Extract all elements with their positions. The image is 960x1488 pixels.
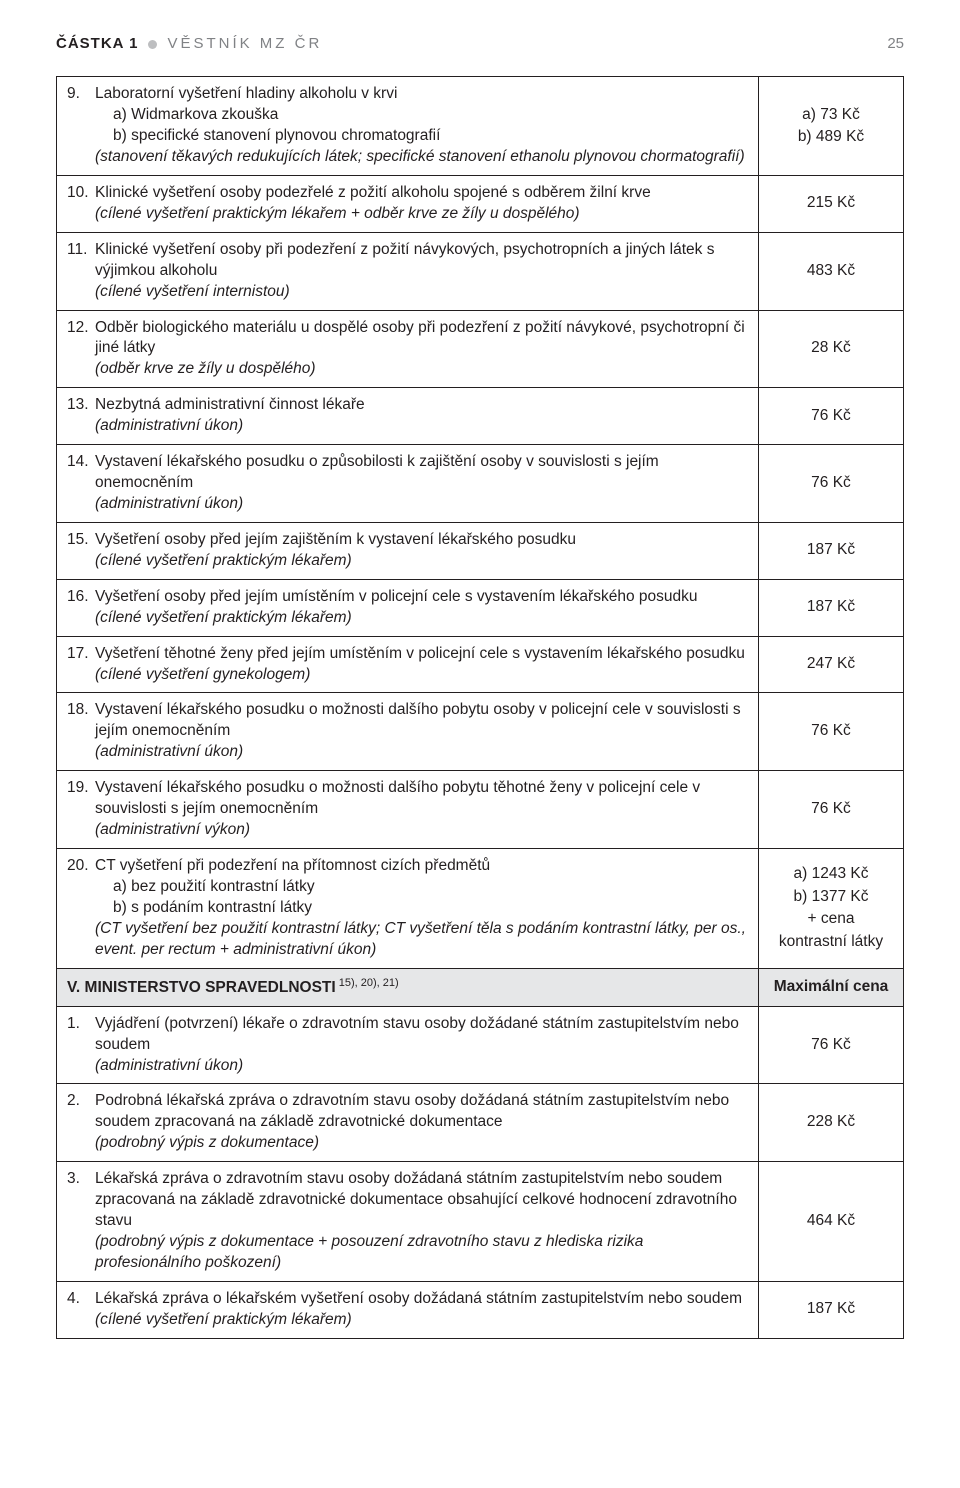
row-title: CT vyšetření při podezření na přítomnost… bbox=[95, 856, 748, 877]
row-note: (cílené vyšetření praktickým lékařem + o… bbox=[95, 204, 748, 225]
page-number: 25 bbox=[887, 34, 904, 54]
price: 247 Kč bbox=[759, 636, 904, 693]
row-sub-b: b) s podáním kontrastní látky bbox=[95, 898, 748, 919]
row-sub-b: b) specifické stanovení plynovou chromat… bbox=[95, 126, 748, 147]
row-sub-a: a) bez použití kontrastní látky bbox=[95, 877, 748, 898]
row-number: 18. bbox=[67, 700, 95, 763]
table-row: 12. Odběr biologického materiálu u dospě… bbox=[57, 310, 904, 388]
row-note: (administrativní úkon) bbox=[95, 742, 748, 763]
price: 187 Kč bbox=[759, 1281, 904, 1338]
section-header-row: V. MINISTERSTVO SPRAVEDLNOSTI 15), 20), … bbox=[57, 968, 904, 1006]
price-d: kontrastní látky bbox=[769, 931, 893, 953]
row-number: 1. bbox=[67, 1014, 95, 1077]
table-row: 11. Klinické vyšetření osoby při podezře… bbox=[57, 232, 904, 310]
row-title: Lékařská zpráva o zdravotním stavu osoby… bbox=[95, 1169, 748, 1232]
row-note: (cílené vyšetření gynekologem) bbox=[95, 665, 748, 686]
table-row: 20. CT vyšetření při podezření na přítom… bbox=[57, 848, 904, 968]
price-b: b) 1377 Kč bbox=[769, 886, 893, 908]
row-note: (CT vyšetření bez použití kontrastní lát… bbox=[95, 919, 748, 961]
row-number: 16. bbox=[67, 587, 95, 629]
row-title: Vyšetření osoby před jejím zajištěním k … bbox=[95, 530, 748, 551]
row-title: Vyjádření (potvrzení) lékaře o zdravotní… bbox=[95, 1014, 748, 1056]
row-title: Laboratorní vyšetření hladiny alkoholu v… bbox=[95, 84, 748, 105]
row-note: (cílené vyšetření praktickým lékařem) bbox=[95, 551, 748, 572]
row-note: (cílené vyšetření praktickým lékařem) bbox=[95, 608, 748, 629]
row-note: (administrativní výkon) bbox=[95, 820, 748, 841]
price-table: 9. Laboratorní vyšetření hladiny alkohol… bbox=[56, 76, 904, 1338]
table-row: 3. Lékařská zpráva o zdravotním stavu os… bbox=[57, 1162, 904, 1282]
row-number: 14. bbox=[67, 452, 95, 515]
row-title: Vyšetření těhotné ženy před jejím umístě… bbox=[95, 644, 748, 665]
row-title: Vystavení lékařského posudku o možnosti … bbox=[95, 700, 748, 742]
row-number: 4. bbox=[67, 1289, 95, 1331]
row-note: (administrativní úkon) bbox=[95, 494, 748, 515]
table-row: 4. Lékařská zpráva o lékařském vyšetření… bbox=[57, 1281, 904, 1338]
table-row: 2. Podrobná lékařská zpráva o zdravotním… bbox=[57, 1084, 904, 1162]
price: 76 Kč bbox=[759, 445, 904, 523]
table-row: 19. Vystavení lékařského posudku o možno… bbox=[57, 771, 904, 849]
price: 187 Kč bbox=[759, 579, 904, 636]
header-section: ČÁSTKA 1 bbox=[56, 34, 138, 54]
row-number: 10. bbox=[67, 183, 95, 225]
price: 464 Kč bbox=[759, 1162, 904, 1282]
row-number: 9. bbox=[67, 84, 95, 168]
table-row: 10. Klinické vyšetření osoby podezřelé z… bbox=[57, 175, 904, 232]
table-row: 15. Vyšetření osoby před jejím zajištění… bbox=[57, 522, 904, 579]
table-row: 13. Nezbytná administrativní činnost lék… bbox=[57, 388, 904, 445]
table-row: 14. Vystavení lékařského posudku o způso… bbox=[57, 445, 904, 523]
row-number: 3. bbox=[67, 1169, 95, 1274]
row-number: 12. bbox=[67, 318, 95, 381]
price: 228 Kč bbox=[759, 1084, 904, 1162]
row-note: (stanovení těkavých redukujících látek; … bbox=[95, 147, 748, 168]
row-title: Podrobná lékařská zpráva o zdravotním st… bbox=[95, 1091, 748, 1133]
table-row: 16. Vyšetření osoby před jejím umístěním… bbox=[57, 579, 904, 636]
row-note: (administrativní úkon) bbox=[95, 1056, 748, 1077]
row-sub-a: a) Widmarkova zkouška bbox=[95, 105, 748, 126]
row-note: (podrobný výpis z dokumentace) bbox=[95, 1133, 748, 1154]
row-number: 20. bbox=[67, 856, 95, 961]
section-label: V. MINISTERSTVO SPRAVEDLNOSTI 15), 20), … bbox=[57, 968, 759, 1006]
header-title: VĚSTNÍK MZ ČR bbox=[167, 34, 322, 54]
table-row: 17. Vyšetření těhotné ženy před jejím um… bbox=[57, 636, 904, 693]
section-price-header: Maximální cena bbox=[759, 968, 904, 1006]
price-c: + cena bbox=[769, 908, 893, 930]
row-number: 2. bbox=[67, 1091, 95, 1154]
price-a: a) 73 Kč bbox=[769, 104, 893, 126]
bullet-icon bbox=[148, 40, 157, 49]
row-title: Lékařská zpráva o lékařském vyšetření os… bbox=[95, 1289, 748, 1310]
row-number: 17. bbox=[67, 644, 95, 686]
row-number: 13. bbox=[67, 395, 95, 437]
row-note: (cílené vyšetření internistou) bbox=[95, 282, 748, 303]
row-number: 15. bbox=[67, 530, 95, 572]
page-header: ČÁSTKA 1 VĚSTNÍK MZ ČR 25 bbox=[56, 34, 904, 54]
price: 76 Kč bbox=[759, 771, 904, 849]
row-title: Odběr biologického materiálu u dospělé o… bbox=[95, 318, 748, 360]
row-note: (podrobný výpis z dokumentace + posouzen… bbox=[95, 1232, 748, 1274]
price-a: a) 1243 Kč bbox=[769, 863, 893, 885]
row-title: Vystavení lékařského posudku o způsobilo… bbox=[95, 452, 748, 494]
row-title: Klinické vyšetření osoby při podezření z… bbox=[95, 240, 748, 282]
row-title: Vystavení lékařského posudku o možnosti … bbox=[95, 778, 748, 820]
price: 76 Kč bbox=[759, 1006, 904, 1084]
price: 215 Kč bbox=[759, 175, 904, 232]
row-note: (odběr krve ze žíly u dospělého) bbox=[95, 359, 748, 380]
price: 76 Kč bbox=[759, 388, 904, 445]
table-row: 18. Vystavení lékařského posudku o možno… bbox=[57, 693, 904, 771]
price: 187 Kč bbox=[759, 522, 904, 579]
price-b: b) 489 Kč bbox=[769, 126, 893, 148]
row-title: Nezbytná administrativní činnost lékaře bbox=[95, 395, 748, 416]
row-number: 11. bbox=[67, 240, 95, 303]
row-title: Klinické vyšetření osoby podezřelé z pož… bbox=[95, 183, 748, 204]
row-title: Vyšetření osoby před jejím umístěním v p… bbox=[95, 587, 748, 608]
price: 76 Kč bbox=[759, 693, 904, 771]
price: 28 Kč bbox=[759, 310, 904, 388]
row-note: (cílené vyšetření praktickým lékařem) bbox=[95, 1310, 748, 1331]
row-number: 19. bbox=[67, 778, 95, 841]
row-note: (administrativní úkon) bbox=[95, 416, 748, 437]
table-row: 9. Laboratorní vyšetření hladiny alkohol… bbox=[57, 77, 904, 176]
table-row: 1. Vyjádření (potvrzení) lékaře o zdravo… bbox=[57, 1006, 904, 1084]
price: 483 Kč bbox=[759, 232, 904, 310]
